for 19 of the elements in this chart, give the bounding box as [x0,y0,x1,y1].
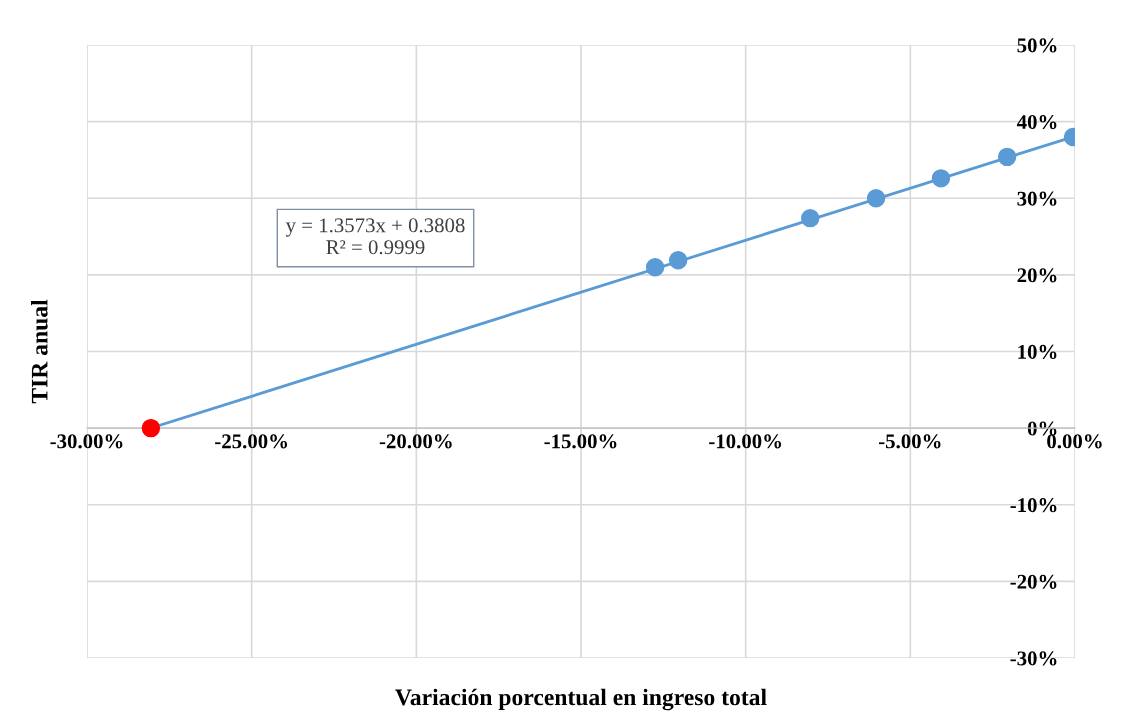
x-tick-label: -20.00% [379,434,452,449]
y-axis-title: TIR anual [31,299,48,404]
x-tick-label: 0.00% [1047,434,1102,449]
y-tick-label: 20% [1017,268,1057,283]
y-tick-label: -10% [1010,498,1057,513]
x-tick-label: -15.00% [544,434,617,449]
y-tick-label: 0% [1027,421,1057,436]
x-tick-label: -25.00% [215,434,288,449]
y-tick-label: -20% [1010,574,1057,589]
y-tick-label: 50% [1017,38,1057,53]
annotation: y = 1.3573x + 0.3808 R² = 0.9999 [285,218,465,255]
y-tick-label: -30% [1010,651,1057,666]
x-axis-title: Variación porcentual en ingreso total [395,688,767,711]
x-tick-label: -5.00% [878,434,941,449]
y-tick-label: 30% [1017,191,1057,206]
y-tick-label: 10% [1018,344,1057,359]
y-tick-label: 40% [1016,115,1057,130]
x-tick-label: -10.00% [709,434,782,449]
x-tick-label: -30.00% [50,434,123,449]
